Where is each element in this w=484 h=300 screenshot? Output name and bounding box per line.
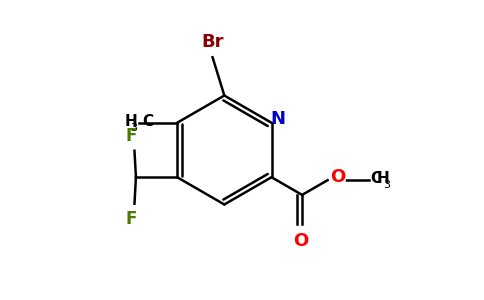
Text: F: F [126, 210, 137, 228]
Text: C: C [143, 114, 154, 129]
Text: N: N [271, 110, 286, 128]
Text: H: H [125, 114, 137, 129]
Text: 3: 3 [383, 180, 390, 190]
Text: O: O [331, 168, 346, 186]
Text: F: F [126, 127, 137, 145]
Text: 3: 3 [130, 123, 137, 133]
Text: O: O [293, 232, 308, 250]
Text: C: C [370, 171, 381, 186]
Text: H: H [377, 171, 390, 186]
Text: Br: Br [201, 33, 224, 51]
